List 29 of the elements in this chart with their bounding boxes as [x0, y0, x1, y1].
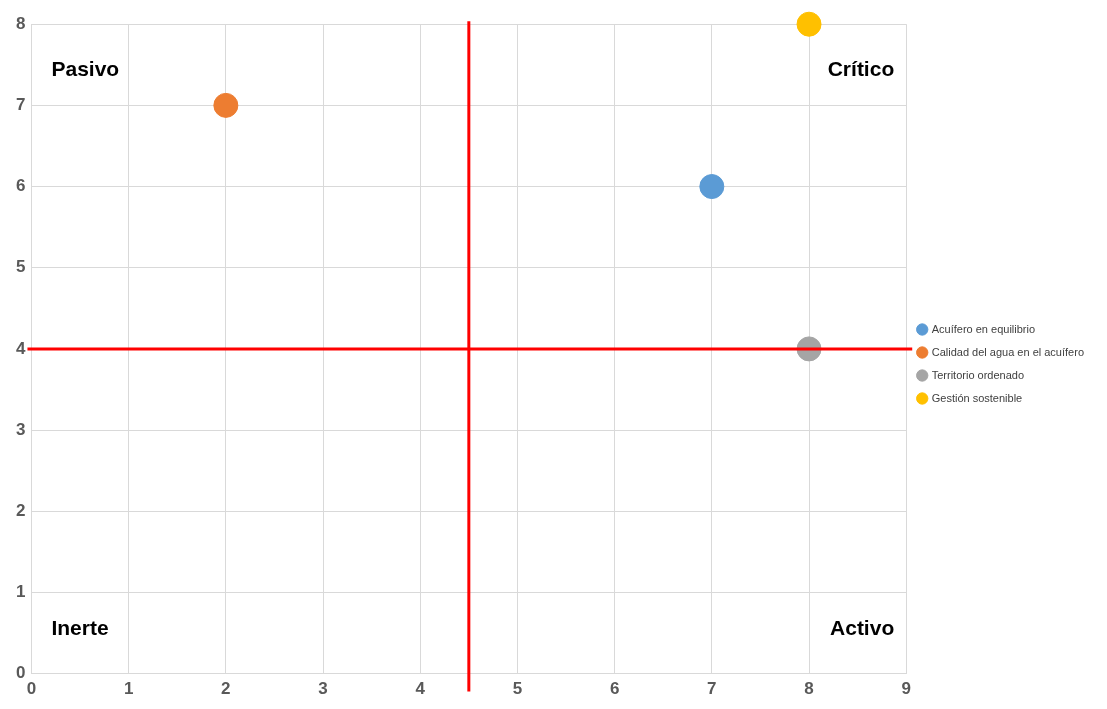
x-tick-label: 7	[707, 679, 717, 699]
y-tick-label: 0	[15, 663, 26, 683]
y-tick-label: 5	[15, 257, 26, 277]
legend-label: Gestión sostenible	[931, 391, 1023, 404]
x-tick-label: 1	[123, 679, 134, 699]
legend-label: Territorio ordenado	[931, 368, 1025, 381]
x-tick-label: 4	[415, 679, 426, 699]
annotation: Activo	[830, 616, 895, 640]
x-tick-label: 9	[901, 679, 911, 699]
x-tick-label: 6	[609, 679, 620, 699]
y-tick-label: 2	[15, 500, 26, 520]
annotation: Crítico	[827, 57, 895, 80]
legend-label: Calidad del agua en el acuífero	[931, 345, 1085, 358]
y-tick-label: 1	[15, 582, 26, 602]
point	[796, 11, 822, 37]
x-tick-label: 8	[804, 679, 814, 699]
y-tick-label: 8	[15, 13, 26, 33]
y-tick-label: 4	[15, 338, 26, 358]
x-tick-label: 5	[512, 679, 523, 699]
y-tick-label: 7	[15, 95, 26, 115]
y-tick-label: 6	[15, 176, 26, 196]
x-tick-label: 3	[318, 679, 328, 699]
annotation: Inerte	[51, 616, 109, 640]
point	[213, 92, 239, 118]
x-tick-label: 2	[221, 679, 231, 699]
legend-label: Acuífero en equilibrio	[931, 322, 1036, 335]
annotation: Pasivo	[51, 57, 120, 80]
point	[699, 174, 725, 200]
y-tick-label: 3	[15, 419, 26, 439]
